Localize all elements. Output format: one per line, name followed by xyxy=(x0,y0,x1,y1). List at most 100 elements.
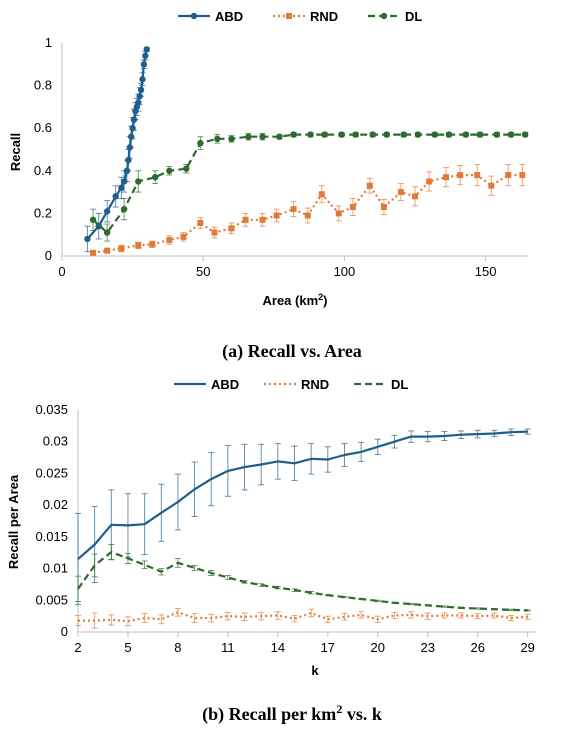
axes-a: 0 0.2 0.4 0.6 0.8 1 0 50 100 150 xyxy=(34,35,528,279)
rnd-point xyxy=(397,189,404,196)
dl-point xyxy=(276,133,283,140)
y-tick-label: 0.005 xyxy=(35,592,68,607)
dl-point xyxy=(445,131,453,138)
chart-recall-vs-area: ABD RND DL 00.20.40.60.810 50 100 150 Recall … xyxy=(8,9,529,362)
caption-b: (b) Recall per km2 vs. k xyxy=(202,702,382,725)
legend-abd-label: ABD xyxy=(211,377,239,392)
x-tick-label: 11 xyxy=(221,640,235,655)
y-tick-label: 0 xyxy=(61,624,68,639)
dl-point xyxy=(369,131,376,138)
dl-point xyxy=(259,133,266,140)
x-axis-label-b: k xyxy=(311,663,319,678)
x-tick-label: 8 xyxy=(174,640,181,655)
x-tick-label: 26 xyxy=(470,640,484,655)
rnd-point xyxy=(104,247,111,254)
abd-point xyxy=(139,76,146,83)
abd-point xyxy=(142,52,149,59)
rnd-point xyxy=(318,191,325,198)
abd-series-line xyxy=(86,49,148,240)
x-tick-label: 23 xyxy=(421,640,435,655)
legend-rnd-label: RND xyxy=(301,377,329,392)
x-axis-label-a: Area (km2) xyxy=(263,292,328,308)
dl-point xyxy=(462,131,470,138)
rnd-point xyxy=(259,216,266,223)
dl-point xyxy=(493,131,501,138)
legend-a: ABD RND DL xyxy=(178,9,422,24)
dl-point xyxy=(152,173,159,181)
abd-point xyxy=(126,144,133,151)
rnd-point xyxy=(349,204,356,211)
dl-point xyxy=(197,139,204,147)
x-tick-label: 0 xyxy=(58,264,65,279)
abd-point xyxy=(136,93,143,100)
chart-recall-per-area-vs-k: ABD RND DL 0 0.005 0.01 0.015 0.02 0.025 0.03 0.0… xyxy=(6,377,536,725)
rnd-series-line xyxy=(78,611,528,623)
y-axis-label-a: Recall xyxy=(8,133,23,171)
abd-point xyxy=(118,184,125,192)
dl-point xyxy=(476,131,484,138)
rnd-point xyxy=(366,182,373,189)
rnd-point xyxy=(273,212,280,219)
dl-point xyxy=(245,133,252,140)
y-tick-label: 1 xyxy=(45,35,52,50)
y-tick-label: 0.02 xyxy=(43,497,68,512)
rnd-point xyxy=(335,210,342,217)
rnd-point xyxy=(211,229,218,236)
dl-point xyxy=(120,205,128,213)
x-tick-label: 150 xyxy=(475,264,497,279)
x-tick-label: 50 xyxy=(196,264,210,279)
y-tick-label: 0.2 xyxy=(34,205,52,220)
abd-point xyxy=(143,46,150,53)
abd-series-line xyxy=(77,430,528,560)
dl-point xyxy=(135,178,142,185)
legend-dl-label: DL xyxy=(405,9,422,24)
y-tick-label: 0.025 xyxy=(35,465,68,480)
dl-point xyxy=(183,165,190,172)
x-tick-label: 5 xyxy=(124,640,131,655)
abd-point xyxy=(103,208,111,215)
rnd-point xyxy=(519,172,526,179)
y-tick-label: 0.035 xyxy=(35,402,68,417)
dl-point xyxy=(352,131,359,138)
y-tick-label: 0 xyxy=(45,248,52,263)
abd-point xyxy=(130,116,138,123)
plot-area-b xyxy=(75,428,531,629)
legend-rnd-label: RND xyxy=(310,9,338,24)
rnd-point xyxy=(242,216,249,223)
dl-point xyxy=(338,131,345,138)
abd-point xyxy=(135,99,142,106)
dl-point xyxy=(321,131,328,138)
abd-point xyxy=(123,167,131,174)
plot-area-a xyxy=(84,46,529,256)
abd-point xyxy=(112,193,119,200)
x-tick-label: 20 xyxy=(371,640,385,655)
rnd-point xyxy=(180,233,187,240)
rnd-point xyxy=(304,212,311,219)
y-tick-label: 0.4 xyxy=(34,163,52,178)
rnd-point xyxy=(457,172,464,179)
x-tick-label: 2 xyxy=(74,640,81,655)
dl-point xyxy=(307,131,314,138)
rnd-point xyxy=(505,172,512,179)
dl-point xyxy=(507,131,515,138)
x-tick-label: 17 xyxy=(321,640,335,655)
dl-point xyxy=(228,135,235,143)
dl-series-line xyxy=(77,550,528,612)
abd-point xyxy=(125,156,132,164)
abd-point xyxy=(127,133,135,140)
dl-point xyxy=(166,167,173,174)
rnd-point xyxy=(290,206,297,213)
rnd-point xyxy=(118,245,125,252)
abd-point xyxy=(137,86,145,94)
x-tick-label: 14 xyxy=(271,640,285,655)
rnd-point xyxy=(90,249,97,256)
legend-dl-marker xyxy=(380,12,388,20)
rnd-point xyxy=(149,241,156,248)
dl-point xyxy=(431,131,438,138)
rnd-point xyxy=(443,174,450,181)
y-tick-label: 0.8 xyxy=(34,78,52,93)
rnd-point xyxy=(228,225,235,232)
dl-point xyxy=(521,131,529,138)
abd-point xyxy=(84,235,91,243)
